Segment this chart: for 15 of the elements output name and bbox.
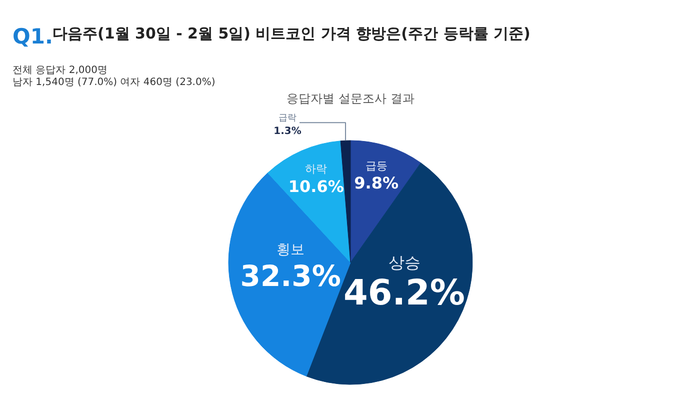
- data-label: 9.8%: [354, 174, 399, 193]
- slice-label: 하락: [305, 162, 328, 176]
- data-label: 1.3%: [274, 126, 302, 138]
- chart-subtitle: 응답자별 설문조사 결과: [286, 92, 414, 106]
- text: 전체 응답자 2,000명: [12, 65, 108, 76]
- chart-title: 다음주(1월 30일 - 2월 5일) 비트코인 가격 향방은(주간 등락률 기준): [52, 24, 530, 42]
- slice-label: 급락: [278, 114, 297, 124]
- data-label: 10.6%: [288, 176, 344, 196]
- text: 남자 1,540명 (77.0%) 여자 460명 (23.0%): [12, 77, 216, 88]
- slice-label: 횡보: [276, 242, 305, 258]
- slice-label: 급등: [365, 159, 388, 172]
- data-label: 46.2%: [344, 273, 465, 314]
- text: Q1.: [12, 24, 53, 48]
- slice-label: 상승: [388, 253, 420, 272]
- data-label: 32.3%: [240, 258, 341, 293]
